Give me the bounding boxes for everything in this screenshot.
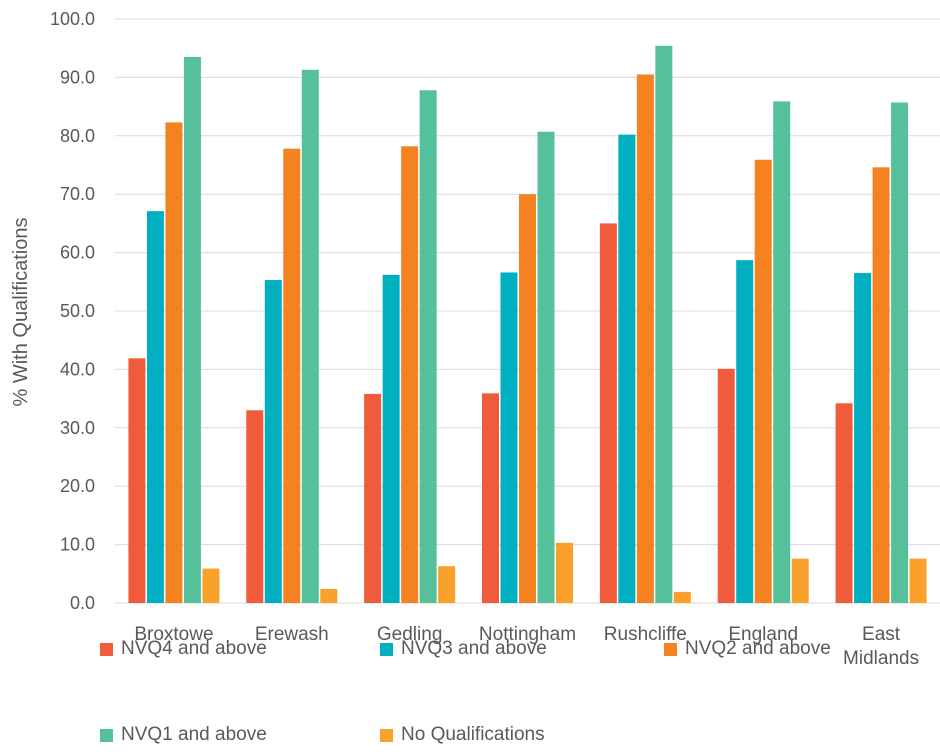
legend-label: NVQ2 and above <box>685 638 831 659</box>
bar <box>673 591 691 603</box>
y-axis-ticks: 0.0 10.0 20.0 30.0 40.0 50.0 60.0 70.0 80.0 90.0 1… <box>50 9 95 613</box>
bar <box>519 194 536 603</box>
bar <box>264 280 282 603</box>
bar <box>636 74 654 604</box>
bar <box>736 260 754 603</box>
y-tick-label: 40.0 <box>60 359 95 379</box>
bar <box>401 146 419 603</box>
bar <box>500 272 518 603</box>
bar <box>382 274 400 603</box>
bar <box>773 101 791 604</box>
bar <box>301 69 319 604</box>
y-tick-label: 80.0 <box>60 126 95 146</box>
bar <box>854 273 872 603</box>
bar <box>618 134 636 603</box>
legend-label: NVQ1 and above <box>121 724 267 745</box>
bar <box>556 542 573 603</box>
legend-label: No Qualifications <box>401 724 545 745</box>
bar <box>165 122 183 604</box>
x-tick-label: East Midlands <box>843 624 919 669</box>
legend-label: NVQ3 and above <box>401 638 547 659</box>
bar <box>872 167 890 603</box>
bar <box>891 102 909 604</box>
legend-item: NVQ4 and above <box>100 638 267 660</box>
legend-swatch <box>100 642 113 656</box>
x-tick-label: Erewash <box>255 624 329 645</box>
bar <box>146 211 164 604</box>
bar <box>909 558 927 603</box>
bar <box>419 90 437 604</box>
legend-swatch <box>664 642 677 656</box>
bar <box>791 558 809 603</box>
x-tick-label: England <box>728 624 798 645</box>
y-tick-label: 0.0 <box>70 593 95 613</box>
y-tick-label: 10.0 <box>60 535 95 555</box>
bar <box>246 410 264 603</box>
y-tick-label: 50.0 <box>60 301 95 321</box>
bar <box>655 45 673 603</box>
bar <box>754 159 772 603</box>
y-axis-label: % With Qualifications <box>10 218 32 407</box>
legend-swatch <box>380 728 393 742</box>
legend-label: NVQ4 and above <box>121 638 267 659</box>
bar <box>364 393 382 603</box>
x-axis-ticks: Broxtowe Erewash Gedling Nottingham Rushclif… <box>134 624 919 669</box>
y-tick-label: 60.0 <box>60 243 95 263</box>
y-tick-label: 100.0 <box>50 9 95 29</box>
bar <box>128 358 146 603</box>
bars <box>128 45 927 604</box>
y-tick-label: 70.0 <box>60 184 95 204</box>
bar <box>835 403 853 603</box>
legend-item: No Qualifications <box>380 724 545 746</box>
legend-swatch <box>100 728 113 742</box>
y-tick-label: 20.0 <box>60 476 95 496</box>
x-tick-label: Nottingham <box>479 624 576 645</box>
bar <box>482 393 499 603</box>
x-tick-label: Broxtowe <box>134 624 213 645</box>
bar <box>202 568 220 603</box>
bar <box>537 131 555 603</box>
bar <box>320 588 338 603</box>
bar <box>283 148 301 603</box>
legend-item: NVQ2 and above <box>664 638 831 660</box>
x-tick-label: Rushcliffe <box>604 624 687 645</box>
bar <box>717 368 735 603</box>
y-tick-label: 30.0 <box>60 418 95 438</box>
legend-swatch <box>380 642 393 656</box>
bar <box>183 56 201 603</box>
legend-item: NVQ3 and above <box>380 638 547 660</box>
legend-item: NVQ1 and above <box>100 724 267 746</box>
x-tick-label: Gedling <box>377 624 443 645</box>
bar <box>438 566 456 603</box>
bar <box>599 223 617 603</box>
legend: NVQ4 and above NVQ3 and above NVQ2 and abo… <box>100 630 920 749</box>
y-tick-label: 90.0 <box>60 67 95 87</box>
